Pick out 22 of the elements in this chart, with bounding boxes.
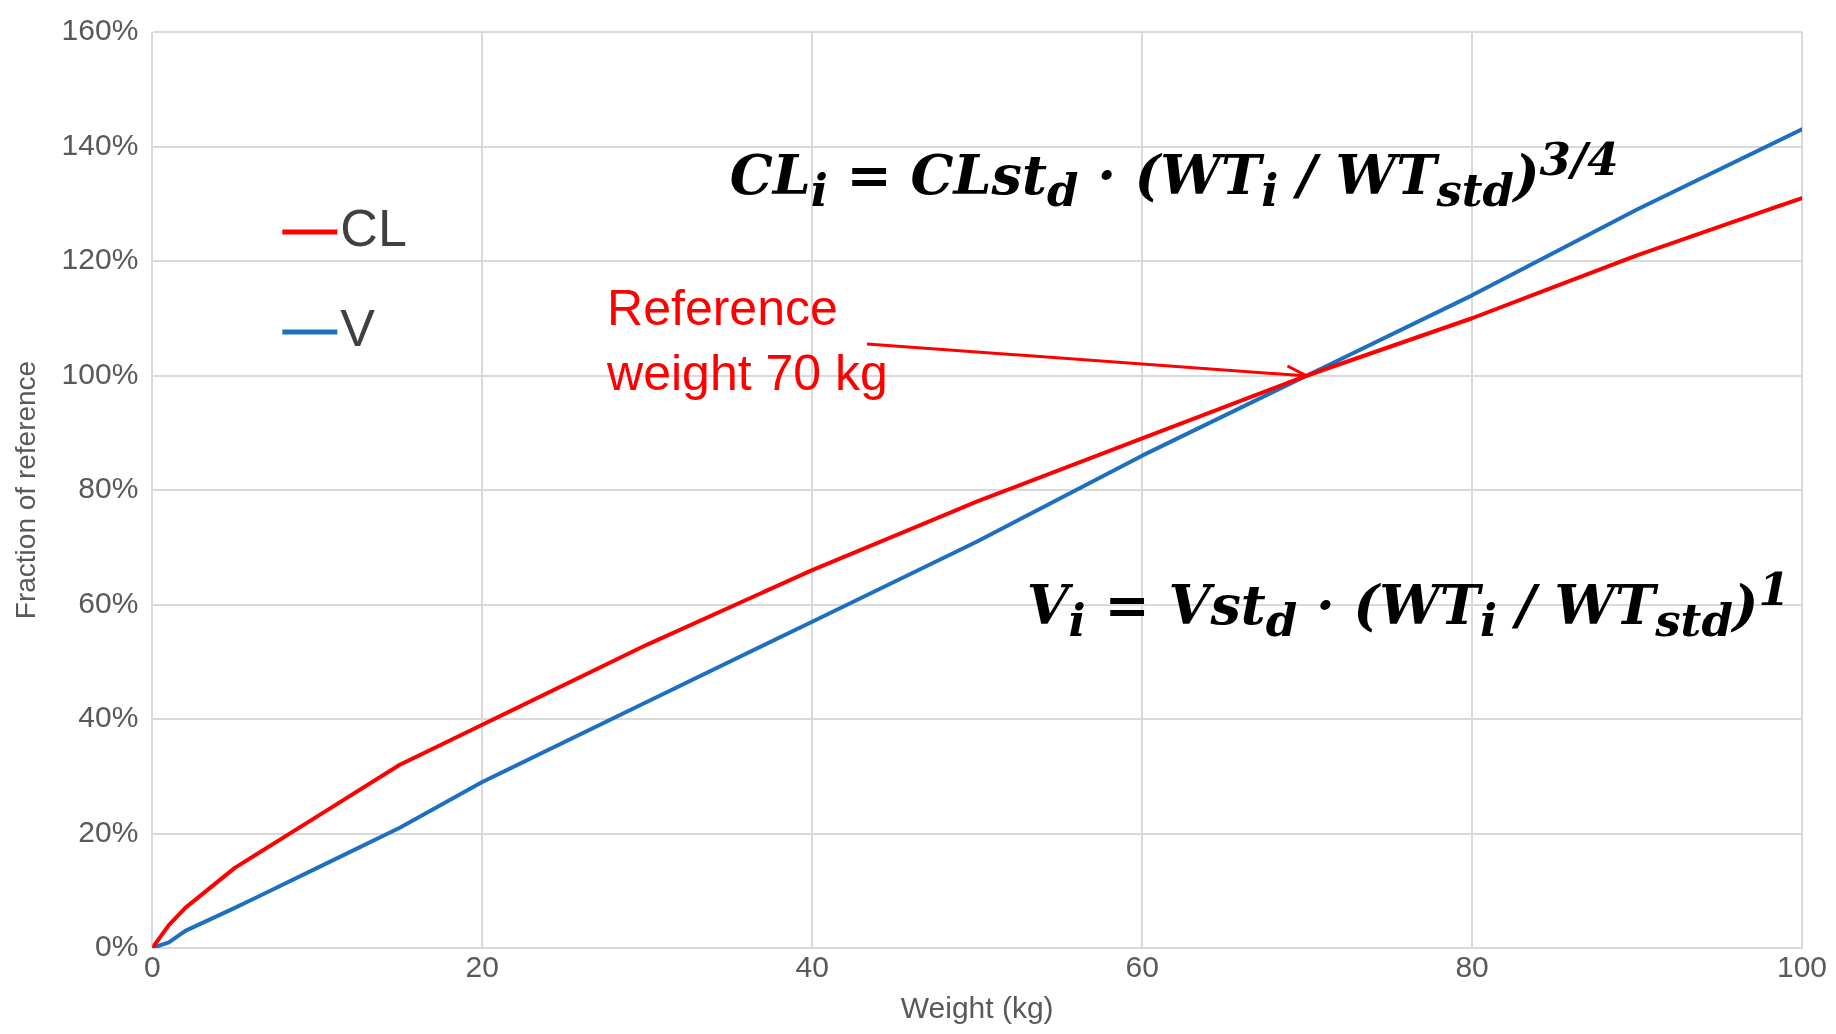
x-tick-label: 0 (143, 950, 161, 984)
x-tick-label: 100 (1776, 950, 1828, 984)
x-tick-label: 40 (795, 950, 829, 984)
x-tick-label: 60 (1125, 950, 1159, 984)
y-axis-title: Fraction of reference (9, 360, 41, 620)
x-tick-label: 80 (1455, 950, 1489, 984)
annotation: Reference weight 70 kg (607, 278, 889, 403)
x-axis-title: Weight (kg) (900, 991, 1054, 1025)
y-tick-label: 100% (61, 356, 139, 390)
y-tick-label: 160% (61, 13, 139, 47)
legend-label: V (340, 299, 376, 358)
legend-label: CL (340, 199, 407, 258)
y-tick-label: 60% (78, 585, 139, 619)
y-tick-label: 120% (61, 242, 139, 276)
y-tick-label: 140% (61, 127, 139, 161)
y-tick-label: 40% (78, 700, 139, 734)
x-tick-label: 20 (465, 950, 499, 984)
y-tick-label: 20% (78, 814, 139, 848)
y-tick-label: 0% (94, 929, 139, 963)
y-tick-label: 80% (78, 471, 139, 505)
text: CL$_{i}$ = CLst$_{d}$ · (WT$_{i}$ / WT$_{std}$)$^{3/4}$ (729, 132, 1619, 217)
text: V$_{i}$ = Vst$_{d}$ · (WT$_{i}$ / WT$_{std}$)$^{1}$ (1026, 563, 1790, 648)
